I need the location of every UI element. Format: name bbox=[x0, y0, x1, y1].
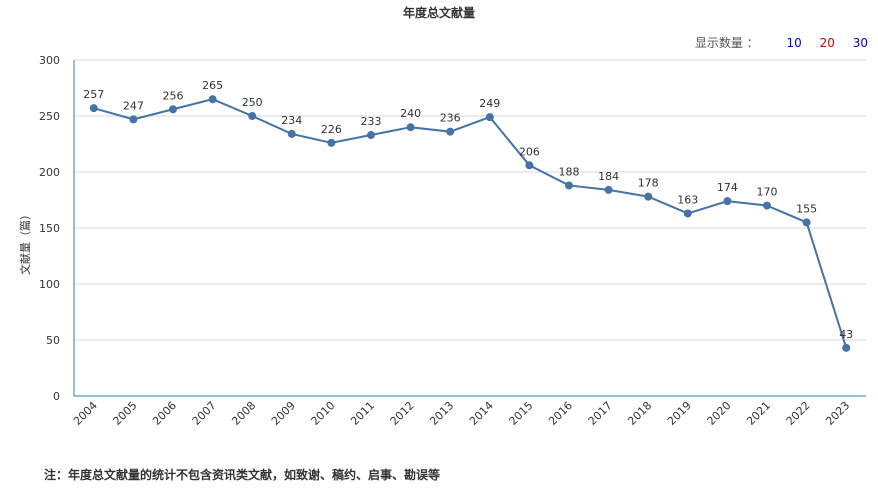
x-axis-ticks: 2004 2005 2006 2007 2008 2009 2010 2011 2012 2013… bbox=[71, 399, 852, 428]
data-point[interactable] bbox=[208, 95, 217, 104]
data-label: 250 bbox=[242, 96, 263, 109]
data-label: 170 bbox=[757, 186, 778, 199]
data-label: 174 bbox=[717, 181, 738, 194]
x-tick-label: 2006 bbox=[150, 399, 179, 428]
x-tick-label: 2005 bbox=[111, 399, 140, 428]
y-tick-label: 50 bbox=[46, 334, 60, 347]
x-tick-label: 2013 bbox=[427, 399, 456, 428]
data-label: 43 bbox=[839, 328, 853, 341]
data-label: 236 bbox=[440, 112, 461, 125]
series-line bbox=[93, 98, 848, 349]
x-tick-label: 2007 bbox=[190, 399, 219, 428]
data-point[interactable] bbox=[89, 104, 98, 113]
x-tick-label: 2008 bbox=[229, 399, 258, 428]
data-label: 265 bbox=[202, 79, 223, 92]
data-point[interactable] bbox=[604, 185, 613, 194]
data-point[interactable] bbox=[406, 123, 415, 132]
grid-lines bbox=[74, 59, 866, 341]
x-tick-label: 2018 bbox=[625, 399, 654, 428]
data-point[interactable] bbox=[525, 161, 534, 170]
data-labels: 257 247 256 265 250 234 226 233 240 236 249 206 188 1… bbox=[83, 79, 853, 341]
display-count-option-10[interactable]: 10 bbox=[786, 36, 802, 50]
y-tick-label: 200 bbox=[39, 166, 60, 179]
x-tick-label: 2004 bbox=[71, 399, 100, 428]
data-point[interactable] bbox=[565, 181, 573, 190]
y-tick-label: 250 bbox=[39, 110, 60, 123]
data-label: 233 bbox=[361, 115, 382, 128]
display-count-option-30[interactable]: 30 bbox=[852, 36, 868, 50]
data-label: 184 bbox=[598, 170, 619, 183]
data-point[interactable] bbox=[169, 105, 177, 114]
data-point[interactable] bbox=[248, 112, 257, 120]
data-label: 178 bbox=[638, 177, 659, 190]
data-point[interactable] bbox=[763, 201, 771, 210]
data-point[interactable] bbox=[327, 138, 336, 147]
data-point[interactable] bbox=[367, 131, 375, 140]
data-point[interactable] bbox=[842, 343, 851, 352]
axes bbox=[73, 60, 866, 397]
y-axis-ticks: 0 50 100 150 200 250 300 bbox=[39, 54, 60, 403]
data-points bbox=[89, 95, 851, 352]
data-point[interactable] bbox=[683, 209, 692, 218]
data-point[interactable] bbox=[485, 113, 494, 122]
data-label: 155 bbox=[796, 202, 817, 215]
x-tick-label: 2016 bbox=[546, 399, 575, 428]
footnote: 注：年度总文献量的统计不包含资讯类文献，如致谢、稿约、启事、勘误等 bbox=[44, 468, 441, 482]
x-tick-label: 2011 bbox=[348, 399, 377, 428]
data-point[interactable] bbox=[287, 129, 296, 138]
data-label: 226 bbox=[321, 123, 342, 136]
data-point[interactable] bbox=[723, 197, 732, 206]
data-label: 249 bbox=[479, 97, 500, 110]
data-point[interactable] bbox=[446, 127, 455, 136]
x-tick-label: 2017 bbox=[586, 399, 615, 428]
data-label: 234 bbox=[281, 114, 302, 127]
x-tick-label: 2023 bbox=[823, 399, 852, 428]
data-point[interactable] bbox=[802, 218, 811, 227]
y-tick-label: 100 bbox=[39, 278, 60, 291]
x-tick-label: 2022 bbox=[784, 399, 813, 428]
x-tick-label: 2014 bbox=[467, 399, 496, 428]
data-label: 206 bbox=[519, 145, 540, 158]
y-tick-label: 0 bbox=[53, 390, 60, 403]
x-tick-label: 2021 bbox=[744, 399, 773, 428]
data-point[interactable] bbox=[644, 192, 653, 201]
x-tick-label: 2009 bbox=[269, 399, 298, 428]
display-count-label: 显示数量 ： bbox=[694, 36, 759, 50]
data-label: 163 bbox=[677, 193, 698, 206]
display-count-option-20[interactable]: 20 bbox=[819, 36, 835, 50]
data-label: 247 bbox=[123, 99, 144, 112]
y-axis-label: 文献量（篇） bbox=[18, 209, 32, 275]
data-point[interactable] bbox=[129, 115, 138, 124]
data-label: 188 bbox=[559, 165, 580, 178]
data-label: 257 bbox=[83, 88, 104, 101]
data-label: 240 bbox=[400, 107, 421, 120]
y-tick-label: 300 bbox=[39, 54, 60, 67]
display-count-selector: 显示数量 ： 10 20 30 bbox=[695, 34, 868, 51]
x-tick-label: 2019 bbox=[665, 399, 694, 428]
x-tick-label: 2012 bbox=[388, 399, 417, 428]
x-tick-label: 2015 bbox=[507, 399, 536, 428]
chart-title: 年度总文献量 bbox=[402, 6, 475, 20]
x-tick-label: 2020 bbox=[705, 399, 734, 428]
x-tick-label: 2010 bbox=[309, 399, 338, 428]
data-label: 256 bbox=[163, 89, 184, 102]
y-tick-label: 150 bbox=[39, 222, 60, 235]
